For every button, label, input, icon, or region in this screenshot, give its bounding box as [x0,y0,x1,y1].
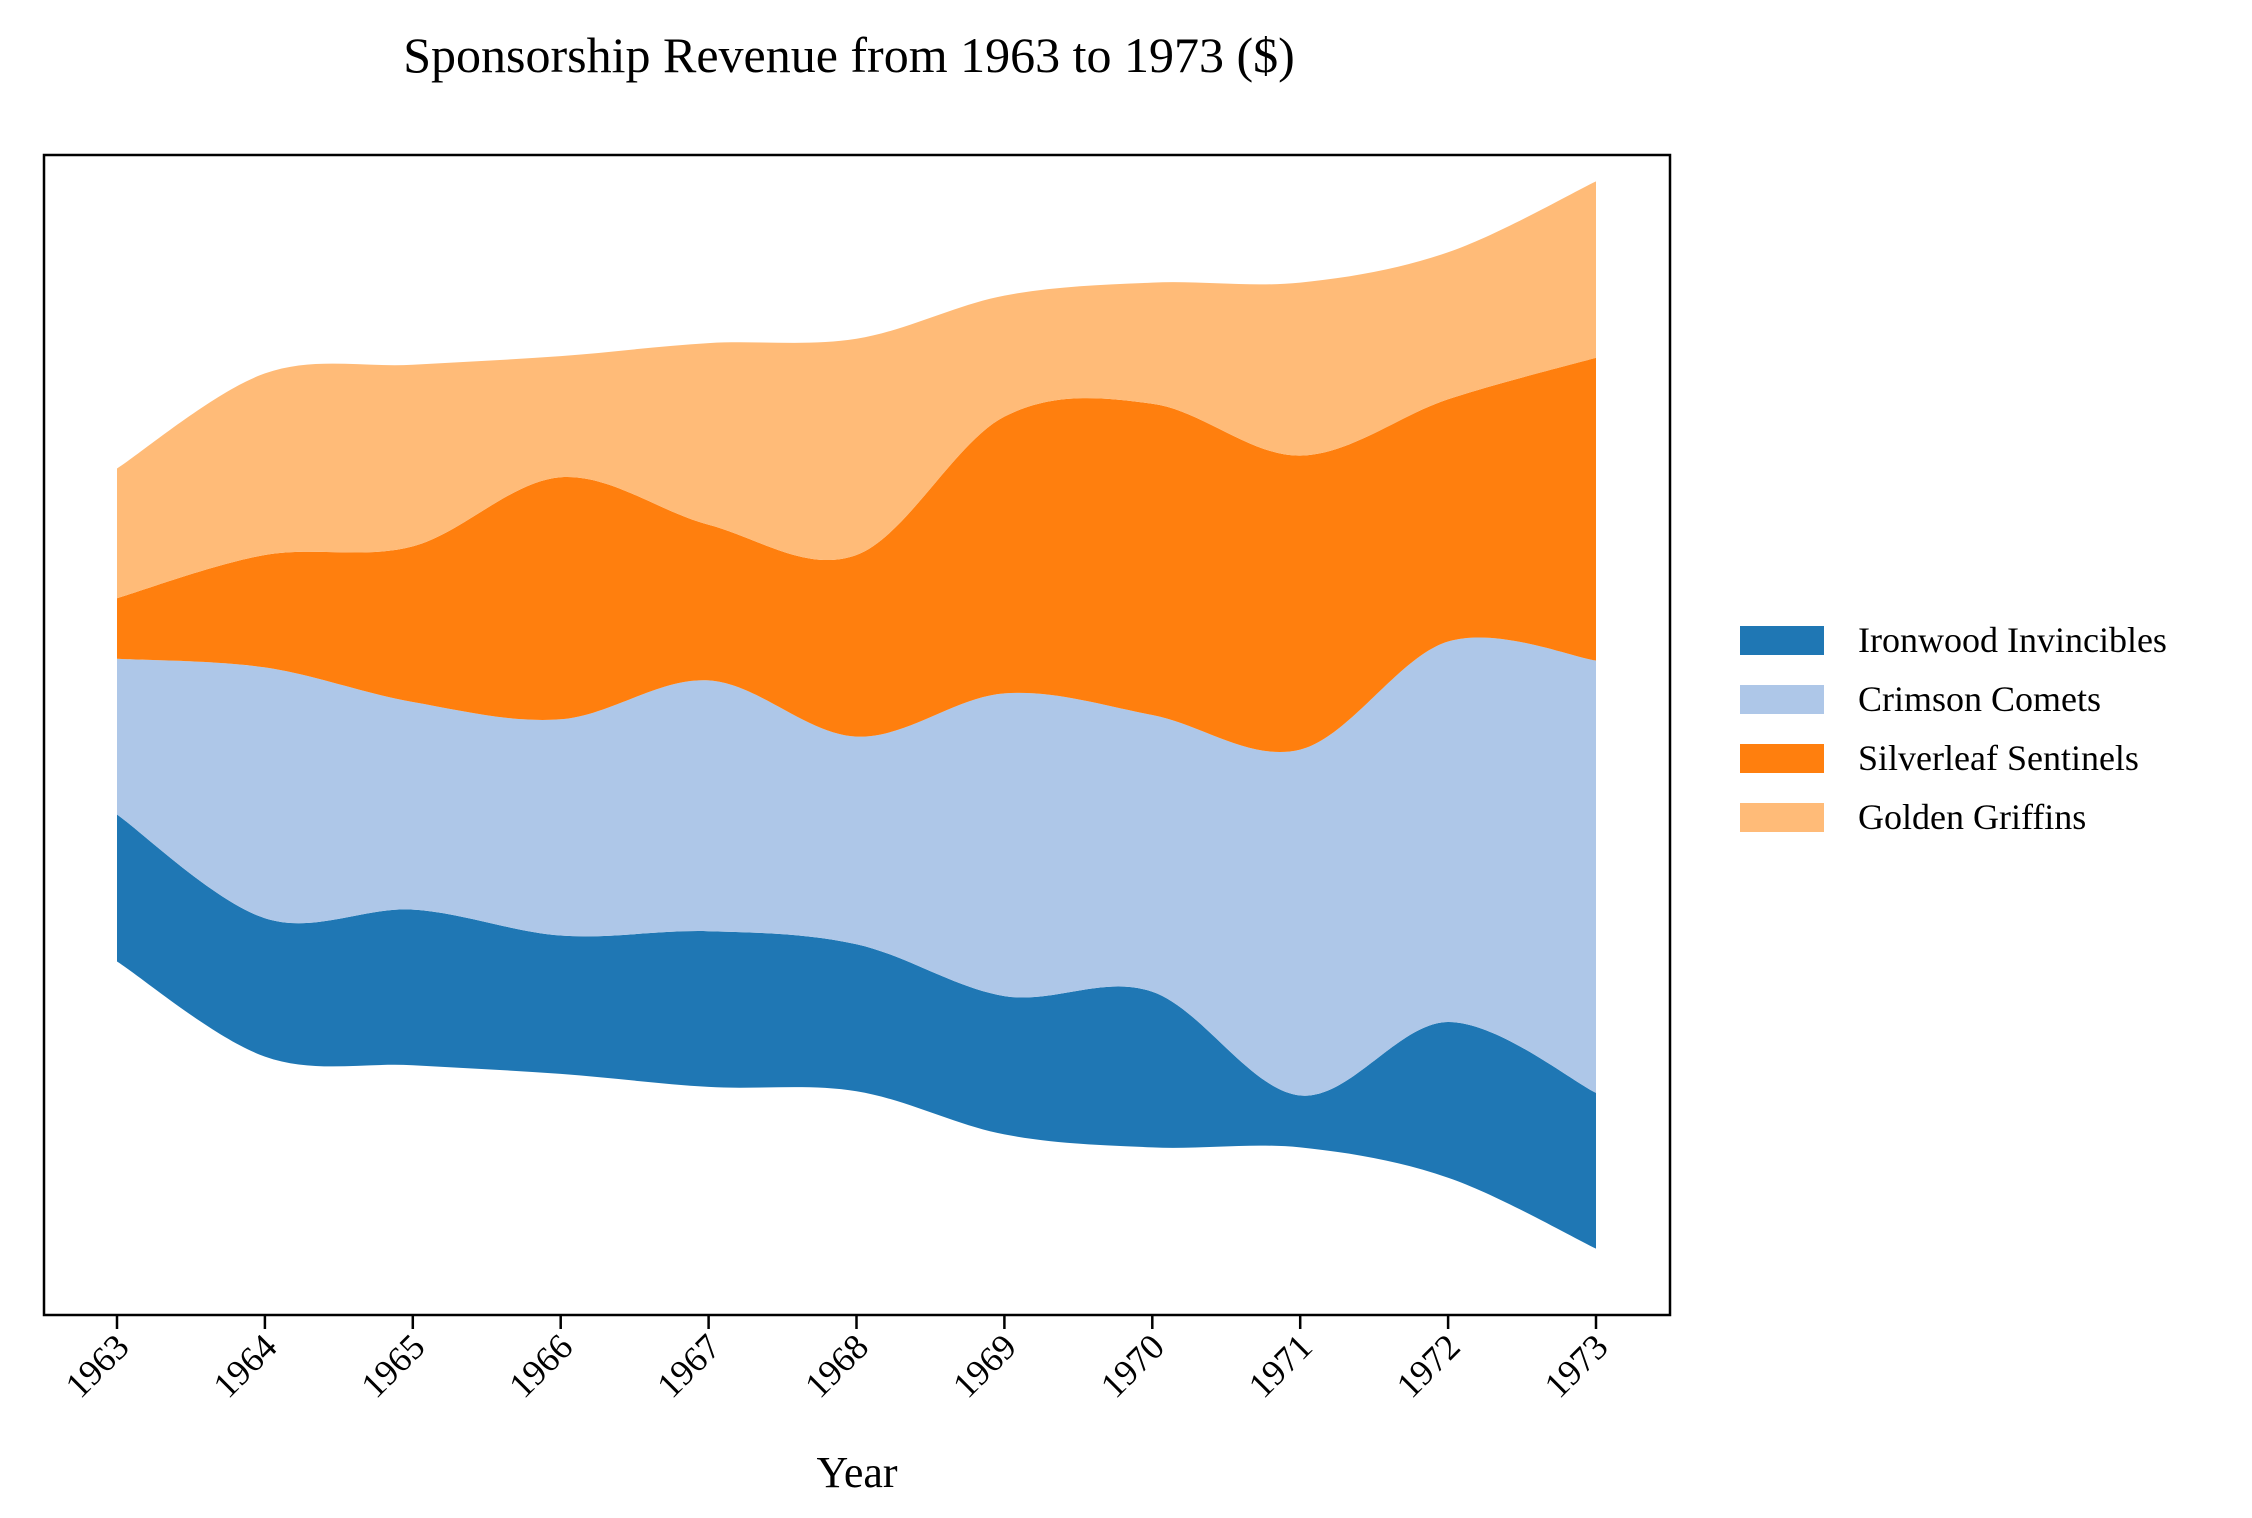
x-tick-label: 1972 [1389,1326,1468,1405]
x-tick-label: 1968 [797,1326,876,1405]
legend-swatch [1740,685,1824,714]
legend-label: Crimson Comets [1858,679,2101,719]
x-tick-label: 1963 [57,1326,136,1405]
area-ironwood-invincibles [117,814,1596,1249]
legend-swatch [1740,803,1824,832]
area-golden-griffins [117,181,1596,599]
legend-label: Golden Griffins [1858,797,2086,837]
legend-swatch [1740,626,1824,655]
x-tick-label: 1973 [1536,1326,1615,1405]
x-tick-label: 1967 [649,1326,728,1405]
x-tick-label: 1971 [1241,1326,1320,1405]
legend: Ironwood Invincibles Crimson Comets Silver… [1740,620,2167,837]
x-axis: 1963 1964 1965 1966 1967 1968 1969 1970 1971 1972… [57,1315,1616,1406]
x-tick-label: 1965 [353,1326,432,1405]
stream-areas [117,181,1596,1249]
x-tick-label: 1970 [1093,1326,1172,1405]
legend-label: Ironwood Invincibles [1858,620,2167,660]
legend-swatch [1740,744,1824,773]
x-tick-label: 1964 [205,1326,284,1405]
x-tick-label: 1966 [501,1326,580,1405]
legend-label: Silverleaf Sentinels [1858,738,2139,778]
area-silverleaf-sentinels [117,357,1596,753]
area-crimson-comets [117,637,1596,1096]
x-axis-label: Year [816,1448,897,1497]
chart-title: Sponsorship Revenue from 1963 to 1973 ($… [403,27,1295,83]
x-tick-label: 1969 [945,1326,1024,1405]
